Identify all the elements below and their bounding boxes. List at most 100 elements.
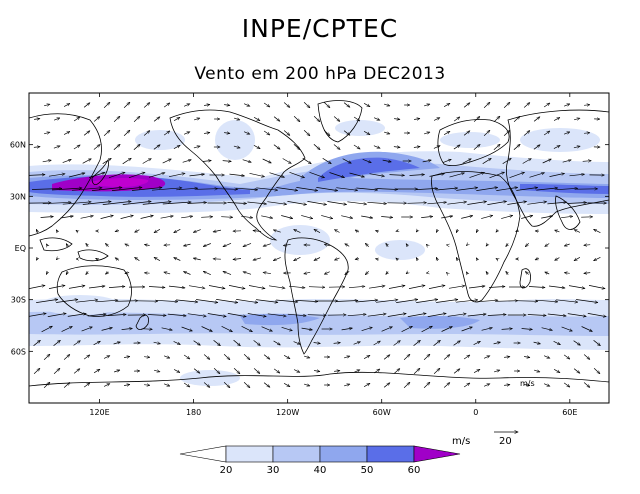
- wind-vector: [414, 119, 420, 120]
- wind-vector: [403, 382, 410, 388]
- wind-vector: [573, 146, 580, 148]
- wind-vector: [193, 258, 201, 260]
- wind-vector: [144, 357, 150, 358]
- wind-vector: [593, 340, 601, 345]
- wind-vector: [422, 160, 432, 162]
- wind-vector: [314, 371, 320, 372]
- wind-vector: [33, 340, 41, 346]
- coast-australia: [56, 265, 132, 317]
- wind-vector: [503, 102, 510, 108]
- wind-vector: [573, 340, 581, 346]
- wind-vector: [535, 258, 540, 261]
- wind-vector: [173, 341, 181, 345]
- wind-vector: [448, 286, 465, 289]
- coast-east-asia: [29, 113, 102, 237]
- wind-vector: [387, 314, 406, 317]
- wind-vector: [567, 203, 586, 204]
- wind-vector: [67, 314, 86, 317]
- wind-vector: [174, 228, 181, 234]
- wind-vector: [203, 243, 211, 247]
- wind-vector: [111, 187, 142, 191]
- wind-vector: [561, 216, 573, 217]
- wind-vector: [65, 244, 68, 247]
- wind-vector: [121, 328, 133, 329]
- wind-vector: [341, 328, 353, 331]
- wind-speed-shading: [29, 120, 609, 386]
- wind-vector: [301, 215, 313, 218]
- coast-japan: [91, 158, 109, 186]
- wind-vector: [527, 315, 546, 316]
- wind-vector: [509, 172, 525, 179]
- wind-vector: [461, 327, 473, 332]
- wind-vector: [353, 116, 360, 121]
- wind-vector: [236, 299, 258, 302]
- wind-vector: [442, 159, 452, 164]
- wind-vector: [247, 313, 266, 317]
- wind-vector: [343, 130, 350, 136]
- wind-vector: [436, 257, 437, 261]
- wind-vector: [496, 187, 517, 191]
- wind-vector: [241, 216, 253, 218]
- wind-vector: [187, 203, 206, 204]
- wind-vector: [71, 188, 102, 191]
- wind-vector: [363, 383, 370, 388]
- page-title: INPE/CPTEC: [241, 14, 399, 43]
- wind-vector: [584, 105, 590, 106]
- wind-vector: [506, 243, 508, 246]
- wind-vector: [303, 356, 310, 358]
- wind-vector: [183, 382, 190, 387]
- wind-vector: [347, 314, 366, 315]
- wind-vector: [68, 173, 85, 178]
- wind-vector: [40, 217, 54, 218]
- wind-vector: [93, 117, 100, 122]
- wind-vector: [83, 383, 90, 388]
- wind-vector: [273, 257, 281, 261]
- coast-europe: [437, 119, 510, 167]
- wind-vector: [381, 326, 393, 332]
- wind-vector: [345, 244, 350, 247]
- wind-vector: [283, 130, 290, 136]
- wind-vector: [463, 355, 470, 360]
- wind-vector: [563, 354, 570, 359]
- wind-vector: [574, 256, 581, 260]
- wind-vector: [426, 244, 427, 246]
- wind-vector: [103, 130, 110, 136]
- wind-vector: [173, 117, 180, 122]
- wind-vector: [108, 286, 125, 287]
- wind-vector: [453, 369, 460, 374]
- wind-vector: [122, 201, 151, 205]
- wind-vector: [296, 300, 318, 301]
- wind-vector: [541, 216, 553, 219]
- wind-vector: [249, 172, 265, 176]
- wind-vector: [356, 187, 377, 190]
- wind-vector: [42, 202, 71, 203]
- wind-vector: [83, 355, 90, 360]
- wind-vector: [333, 343, 341, 344]
- wind-vector: [267, 201, 286, 205]
- wind-vector: [423, 354, 430, 361]
- wind-vector: [243, 354, 250, 359]
- wind-vector: [367, 202, 386, 203]
- wind-vector: [536, 299, 558, 302]
- wind-vector: [334, 371, 340, 372]
- wind-vector: [574, 118, 580, 120]
- wind-vector: [516, 301, 538, 302]
- colorbar-segment: [319, 445, 368, 463]
- wind-vector: [524, 385, 530, 386]
- wind-vector: [441, 216, 453, 219]
- wind-vector: [176, 188, 197, 191]
- wind-vector: [120, 215, 134, 219]
- wind-vector: [496, 301, 518, 302]
- wind-vector: [383, 383, 390, 388]
- wind-vector: [536, 188, 557, 191]
- wind-vector: [461, 216, 473, 219]
- wind-vector: [574, 229, 581, 233]
- wind-vector: [213, 368, 220, 373]
- wind-vector: [93, 340, 101, 346]
- wind-vector: [268, 285, 285, 288]
- wind-vector: [47, 313, 66, 317]
- wind-vector: [36, 229, 37, 233]
- wind-vector: [524, 357, 530, 358]
- wind-vector: [203, 382, 210, 388]
- wind-vector: [227, 203, 246, 204]
